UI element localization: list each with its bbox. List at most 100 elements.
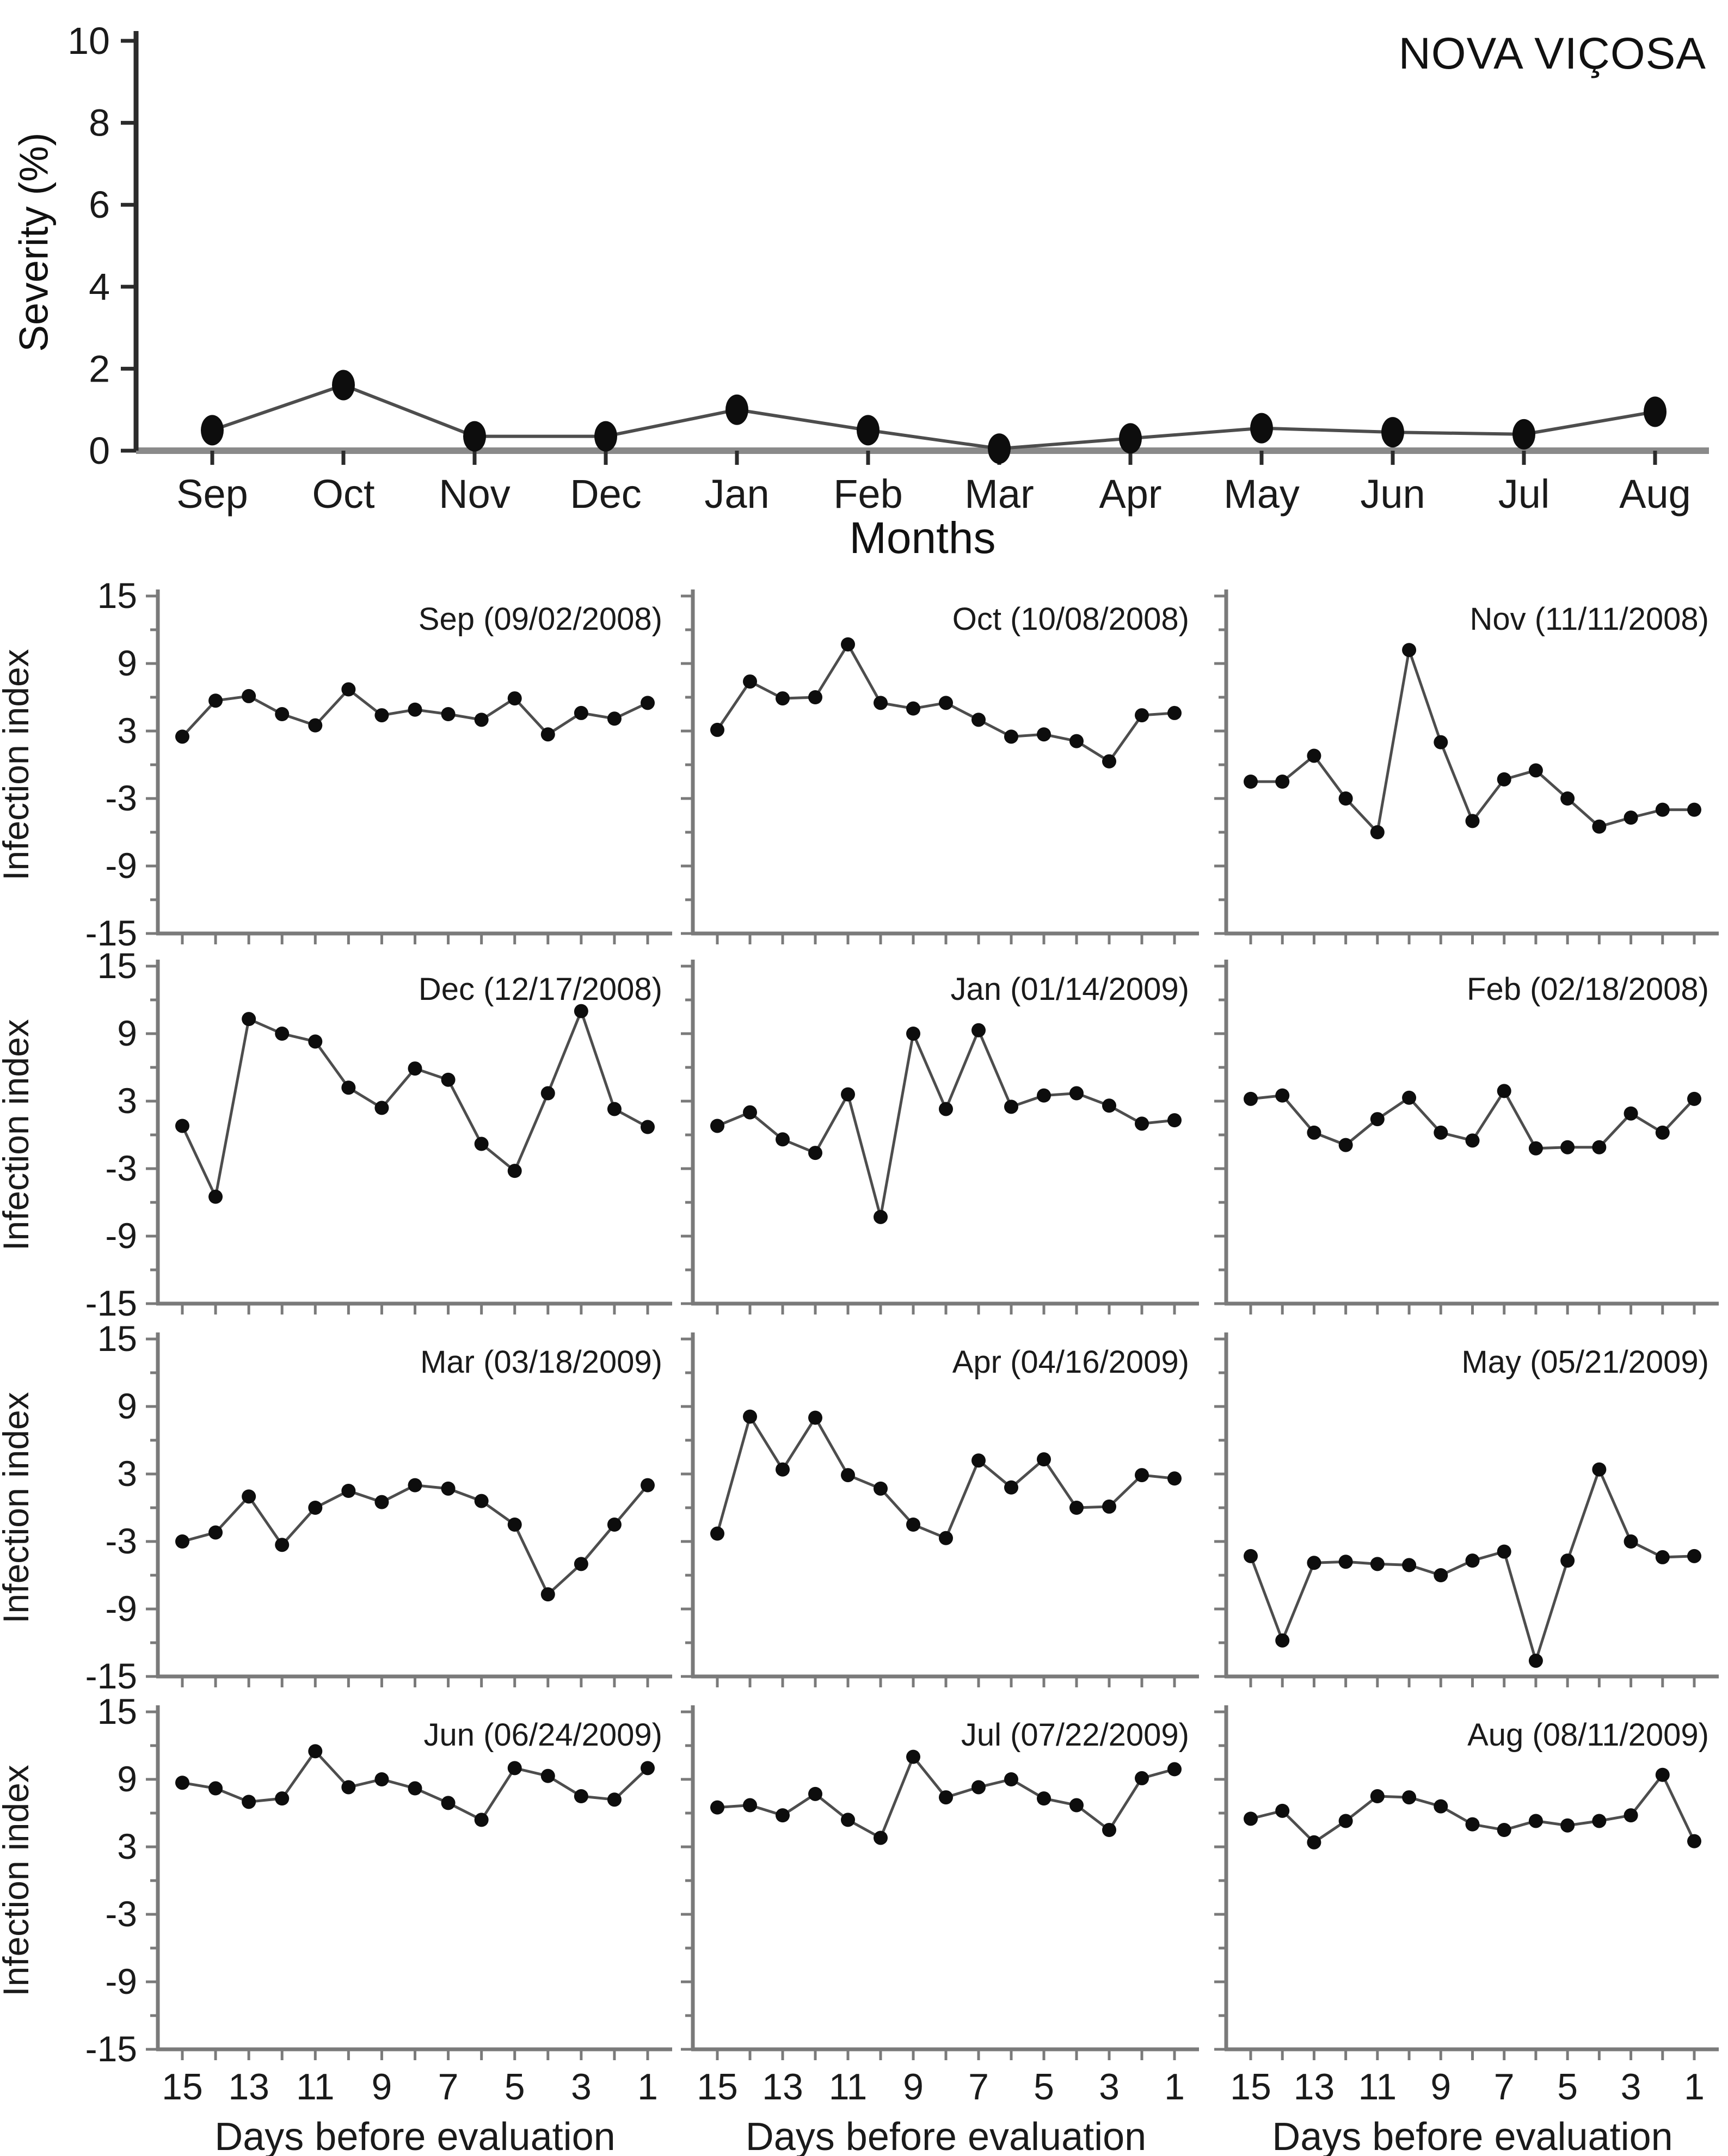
x-tick-label: 11 xyxy=(1358,2066,1397,2108)
x-tick-label: 15 xyxy=(697,2066,738,2108)
y-tick-label: 10 xyxy=(67,20,110,62)
data-point xyxy=(1560,791,1575,806)
data-point xyxy=(808,1146,822,1160)
data-point xyxy=(242,1012,256,1027)
panel-jun: 15 9 3 -3 -9 -15 15 13 11 9 7 5 3 1 Jun (06/24/2009) In… xyxy=(0,1691,672,2156)
data-point xyxy=(1370,1789,1385,1803)
data-point xyxy=(743,1105,757,1120)
data-point xyxy=(574,1004,588,1018)
panel-may: May (05/21/2009) xyxy=(1214,1332,1719,1687)
data-point xyxy=(1370,1112,1385,1127)
data-point xyxy=(1687,1834,1701,1848)
data-point xyxy=(208,1781,223,1796)
y-tick-label: 15 xyxy=(97,575,137,616)
y-tick-label: 15 xyxy=(97,1318,137,1359)
month-tick-label: Dec xyxy=(570,471,642,517)
data-point xyxy=(1004,1100,1018,1114)
data-point xyxy=(1434,735,1448,750)
data-point xyxy=(1624,1106,1638,1121)
data-point xyxy=(874,1209,888,1224)
data-point xyxy=(332,370,355,401)
data-point xyxy=(1167,1471,1182,1486)
data-point xyxy=(641,696,655,710)
data-point xyxy=(175,1776,189,1790)
data-point xyxy=(906,701,920,716)
month-tick-label: May xyxy=(1223,471,1300,517)
data-point xyxy=(971,1780,986,1795)
data-point xyxy=(1037,1088,1051,1103)
panel-title: Apr (04/16/2009) xyxy=(952,1344,1189,1380)
data-point xyxy=(201,415,224,446)
panel-series-line xyxy=(181,1007,649,1201)
data-point xyxy=(175,1119,189,1133)
data-point xyxy=(776,1462,790,1477)
y-tick-label: 3 xyxy=(117,1453,137,1494)
panel-series-line xyxy=(1250,1772,1696,1844)
data-point xyxy=(857,415,880,446)
y-tick-label: 8 xyxy=(89,102,110,144)
x-tick-label: 1 xyxy=(1164,2066,1185,2108)
data-point xyxy=(441,1796,456,1810)
data-point xyxy=(374,1495,389,1509)
x-tick-label: 7 xyxy=(438,2066,459,2108)
data-point xyxy=(341,1484,356,1498)
y-tick-label: -15 xyxy=(85,2029,137,2069)
days-before-evaluation-x-axis-label: Days before evaluation xyxy=(214,2115,615,2156)
x-tick-label: 7 xyxy=(1494,2066,1515,2108)
data-point xyxy=(1135,1468,1149,1483)
data-point xyxy=(1338,791,1353,806)
x-tick-label: 15 xyxy=(1230,2066,1271,2108)
data-point xyxy=(441,1072,456,1087)
data-point xyxy=(242,1795,256,1809)
data-point xyxy=(1528,1654,1543,1668)
data-point xyxy=(1560,1140,1575,1154)
y-tick-label: -15 xyxy=(85,1656,137,1696)
x-tick-label: 1 xyxy=(637,2066,658,2108)
data-point xyxy=(1102,1499,1116,1514)
month-tick-label: Nov xyxy=(439,471,511,517)
data-point xyxy=(1037,727,1051,742)
panel-aug: 15 13 11 9 7 5 3 1 Aug (08/11/2009) Days before e… xyxy=(1214,1705,1719,2156)
data-point xyxy=(1497,1084,1511,1098)
data-point xyxy=(574,705,588,720)
y-tick-label: 3 xyxy=(117,710,137,751)
data-point xyxy=(1655,1125,1670,1140)
panel-title: May (05/21/2009) xyxy=(1461,1344,1709,1380)
data-point xyxy=(1338,1555,1353,1569)
panel-series-line xyxy=(1251,649,1694,836)
data-point xyxy=(242,689,256,703)
data-point xyxy=(341,1780,356,1795)
month-tick-label: Aug xyxy=(1619,471,1691,517)
data-point xyxy=(641,1478,655,1492)
data-point xyxy=(841,637,855,652)
panel-jan: Jan (01/14/2009) xyxy=(681,960,1199,1315)
data-point xyxy=(1037,1452,1051,1467)
data-point xyxy=(1069,1086,1084,1101)
data-point xyxy=(1307,748,1321,763)
severity-series-line xyxy=(212,383,1656,451)
data-point xyxy=(408,1781,422,1796)
panel-sep: 15 9 3 -3 -9 -15 Sep (09/02/2008) Infection ind… xyxy=(0,575,672,953)
x-tick-label: 9 xyxy=(1430,2066,1451,2108)
months-x-axis-label: Months xyxy=(849,513,996,563)
panel-title: Mar (03/18/2009) xyxy=(420,1344,662,1380)
x-tick-label: 3 xyxy=(571,2066,592,2108)
data-point xyxy=(441,1481,456,1496)
data-point xyxy=(1167,1762,1182,1777)
x-tick-label: 13 xyxy=(228,2066,269,2108)
panel-title: Jun (06/24/2009) xyxy=(423,1717,662,1753)
data-point xyxy=(1434,1125,1448,1140)
panel-feb: Feb (02/18/2008) xyxy=(1214,960,1719,1315)
data-point xyxy=(1687,802,1701,817)
data-point xyxy=(1624,810,1638,825)
month-tick-label: Jun xyxy=(1360,471,1425,517)
data-point xyxy=(710,1526,724,1541)
data-point xyxy=(1592,1462,1607,1477)
data-point xyxy=(1434,1799,1448,1814)
data-point xyxy=(971,1453,986,1468)
data-point xyxy=(1560,1553,1575,1568)
panel-dec: 15 9 3 -3 -9 -15 Dec (12/17/2008) Infection ind… xyxy=(0,945,672,1323)
data-point xyxy=(971,712,986,727)
data-point xyxy=(1102,1823,1116,1837)
